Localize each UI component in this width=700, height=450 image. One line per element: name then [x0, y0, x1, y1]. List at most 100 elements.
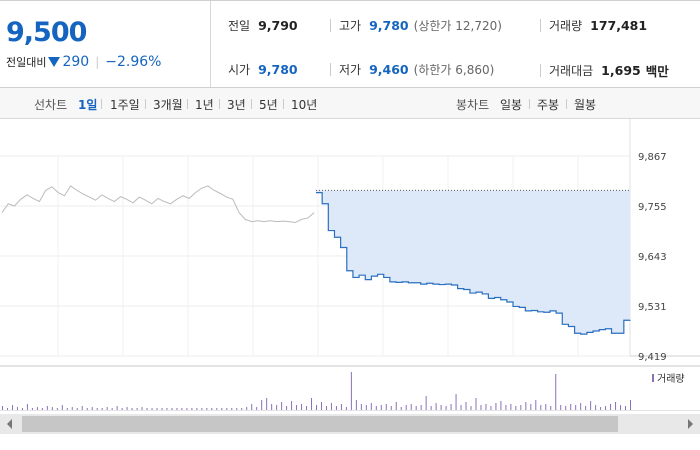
volume-bar	[301, 404, 303, 410]
volume-bar	[316, 405, 317, 410]
volume-bar	[6, 408, 8, 410]
volume-bar	[201, 408, 203, 410]
period-10y[interactable]: 10년	[291, 98, 318, 112]
volume-bar	[450, 404, 452, 410]
volume-bar	[171, 408, 173, 410]
volume-bar	[620, 405, 622, 410]
volume-bar	[535, 400, 537, 410]
period-divider	[529, 99, 530, 109]
volume-bar	[585, 406, 587, 410]
volume-bar	[385, 404, 387, 410]
volume-bar	[510, 404, 512, 410]
period-3m[interactable]: 3개월	[153, 98, 183, 112]
period-5y[interactable]: 5년	[259, 98, 278, 112]
volume-bar	[480, 405, 482, 410]
stat-label: 시가	[228, 63, 251, 77]
volume-bar	[470, 406, 472, 410]
volume-bar	[595, 405, 597, 410]
change-row: 전일대비 290 | −2.96%	[6, 54, 161, 70]
price-chart: 9,867 9,755 9,643 9,531 9,419 거래량	[0, 119, 700, 412]
volume-bar	[21, 408, 23, 410]
volume-bar	[490, 406, 492, 410]
volume-bar	[26, 404, 28, 410]
volume-bar	[460, 405, 462, 410]
y-tick-label: 9,531	[638, 302, 667, 313]
stat-value: 177,481	[590, 18, 648, 33]
volume-bar	[500, 401, 502, 410]
volume-bar	[410, 404, 412, 410]
period-1y[interactable]: 1년	[195, 98, 214, 112]
today-price-line	[316, 192, 631, 335]
volume-panel: 거래량	[2, 372, 685, 410]
volume-bar	[520, 405, 522, 410]
scroll-right-icon[interactable]	[688, 419, 693, 429]
stat-prev-close: 전일 9,790	[228, 17, 298, 34]
volume-bar	[291, 401, 293, 410]
volume-bar	[590, 401, 592, 410]
volume-bar	[161, 408, 163, 410]
scroll-thumb[interactable]	[22, 416, 618, 432]
period-1d[interactable]: 1일	[78, 98, 98, 112]
volume-bar	[345, 407, 347, 410]
volume-bar	[495, 403, 497, 410]
volume-bar	[475, 398, 477, 410]
quote-panel: 9,500 전일대비 290 | −2.96% 전일 9,790 고가 9,78…	[0, 0, 700, 88]
candle-weekly[interactable]: 주봉	[537, 98, 560, 112]
today-fill-layer	[316, 190, 630, 335]
volume-bar	[395, 402, 397, 410]
volume-bar	[281, 402, 283, 410]
line-chart-label: 선차트	[34, 98, 68, 112]
chart-scrollbar[interactable]	[0, 414, 700, 434]
volume-bar	[400, 407, 402, 410]
y-axis-ticks: 9,867 9,755 9,643 9,531 9,419	[638, 152, 667, 363]
volume-bar	[66, 408, 68, 410]
volume-bar	[226, 408, 228, 410]
volume-bar	[116, 406, 118, 410]
volume-bar	[76, 408, 78, 410]
period-bar: 선차트 1일 1주일 3개월 1년 3년 5년 10년 봉차트 일봉 주봉 월봉	[0, 88, 700, 119]
volume-bar	[325, 406, 327, 410]
volume-bar	[11, 405, 13, 410]
stat-divider	[540, 64, 541, 77]
stat-high: 고가 9,780 (상한가 12,720)	[330, 17, 502, 34]
change-percent: −2.96%	[105, 54, 162, 70]
volume-bar	[191, 408, 193, 410]
stat-label: 거래량	[549, 19, 583, 33]
candle-daily[interactable]: 일봉	[500, 98, 523, 112]
today-fill	[316, 190, 630, 335]
volume-bar	[246, 407, 248, 410]
volume-bar	[440, 405, 442, 410]
stat-value: 1,695	[601, 63, 641, 78]
volume-bar	[625, 406, 627, 410]
volume-bar	[350, 372, 352, 410]
volume-bar	[550, 406, 552, 410]
volume-bar	[580, 403, 582, 410]
volume-bar	[36, 407, 38, 410]
volume-bar	[141, 407, 143, 410]
volume-bar	[81, 406, 83, 410]
period-1w[interactable]: 1주일	[110, 98, 140, 112]
volume-legend-swatch	[652, 374, 654, 382]
volume-bar	[206, 408, 208, 410]
volume-bar	[251, 404, 253, 410]
volume-bar	[311, 398, 313, 410]
period-divider	[219, 99, 220, 109]
candle-monthly[interactable]: 월봉	[574, 98, 597, 112]
stat-value: 9,780	[369, 18, 409, 33]
period-3y[interactable]: 3년	[227, 98, 246, 112]
volume-bar	[256, 407, 258, 410]
volume-bar	[610, 404, 612, 410]
change-label: 전일대비	[6, 56, 47, 69]
volume-bar	[176, 408, 178, 410]
y-tick-label: 9,643	[638, 252, 667, 263]
volume-bar	[71, 407, 73, 410]
volume-bar	[216, 408, 218, 410]
volume-bar	[430, 406, 432, 410]
scroll-left-icon[interactable]	[7, 419, 12, 429]
volume-bar	[335, 406, 337, 410]
volume-bar	[236, 408, 238, 410]
volume-bar	[505, 405, 507, 410]
volume-bar	[111, 408, 113, 410]
y-tick-label: 9,419	[638, 352, 667, 363]
volume-bar	[16, 407, 18, 410]
